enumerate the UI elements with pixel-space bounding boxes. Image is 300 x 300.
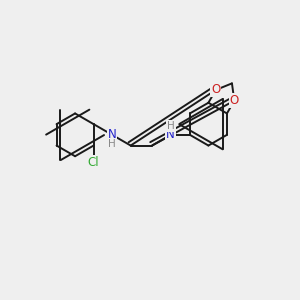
Text: O: O (211, 83, 220, 97)
Text: N: N (166, 128, 175, 141)
Text: O: O (211, 83, 220, 97)
Text: N: N (108, 128, 116, 141)
Text: Cl: Cl (88, 156, 99, 169)
Text: O: O (230, 94, 239, 107)
Text: O: O (211, 83, 220, 97)
Text: H: H (167, 121, 175, 131)
Text: H: H (108, 139, 116, 149)
Text: O: O (230, 94, 239, 107)
